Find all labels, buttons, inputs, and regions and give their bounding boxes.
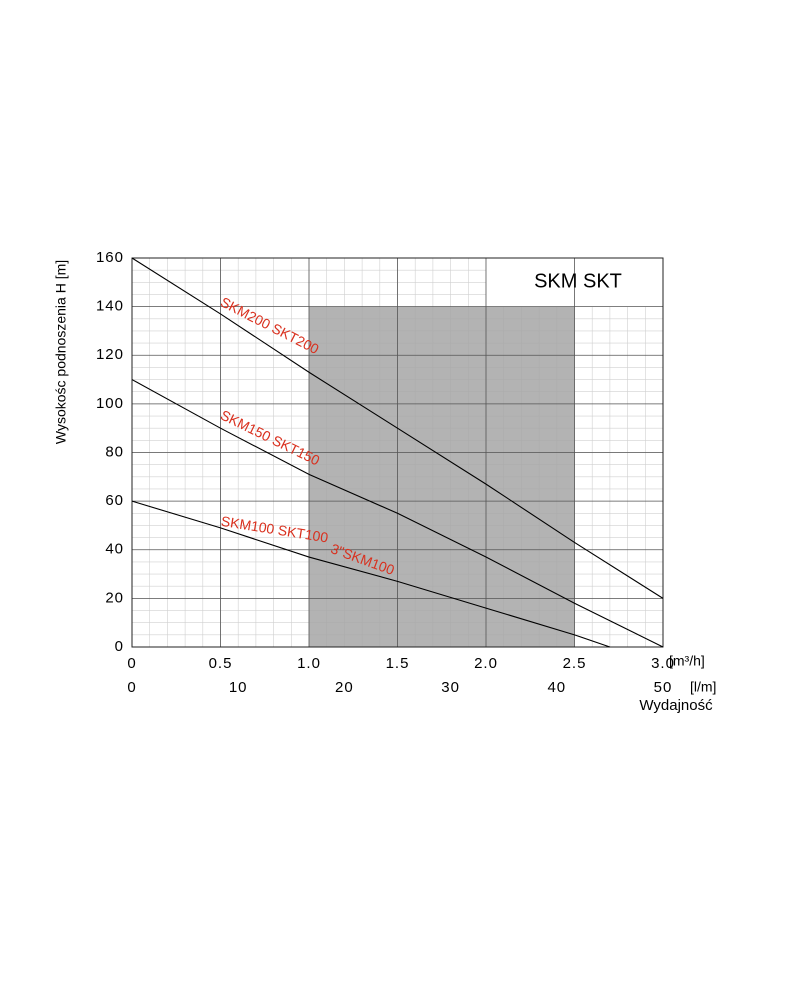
y-axis-label: Wysokośc podnoszenia H [m] [53,260,69,444]
plot-frame [131,257,664,648]
x2-tick-label: 30 [441,679,460,696]
x2-tick-label: 50 [654,679,673,696]
x-axis-label: Wydajność [639,697,713,714]
x2-tick-label: 10 [229,679,248,696]
x-tick-label: 0.5 [209,655,233,672]
y-tick-label: 20 [105,589,124,606]
series-line [131,500,611,648]
x2-tick-label: 0 [127,679,136,696]
y-tick-label: 140 [96,298,124,315]
y-tick-label: 120 [96,346,124,363]
x-tick-label: 3.0 [651,655,675,672]
x-tick-label: 1.0 [297,655,321,672]
x-tick-label: 1.5 [386,655,410,672]
x2-tick-label: 20 [335,679,354,696]
series-line [131,257,664,599]
y-tick-label: 60 [105,492,124,509]
chart-title: SKM SKT [534,270,622,292]
x-tick-label: 2.0 [474,655,498,672]
x2-tick-label: 40 [547,679,566,696]
y-tick-label: 40 [105,541,124,558]
y-tick-label: 80 [105,443,124,460]
x-tick-label: 2.5 [563,655,587,672]
shaded-region [309,306,575,647]
y-tick-label: 0 [115,638,124,655]
series-line [131,379,664,648]
y-tick-label: 100 [96,395,124,412]
plot: 0 0.5 1.0 1.5 2.0 2.5 3.0 0 10 20 30 40 50 0 20 40 60 80 1… [96,249,675,696]
y-tick-label: 160 [96,249,124,266]
x2-unit: [l/m] [690,679,716,695]
x-unit: [m³/h] [669,653,705,669]
curve-label: SKM200 SKT200 [218,294,322,357]
x-tick-label: 0 [127,655,136,672]
